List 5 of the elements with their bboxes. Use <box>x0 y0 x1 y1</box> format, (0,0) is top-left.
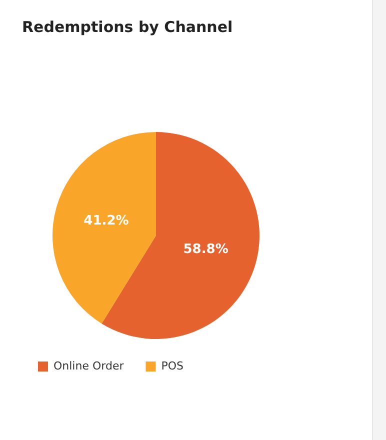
legend-label: Online Order <box>54 359 124 372</box>
data-label: 58.8% <box>183 242 228 257</box>
data-label: 41.2% <box>84 214 129 229</box>
legend-label: POS <box>161 359 184 372</box>
chart-title: Redemptions by Channel <box>22 18 233 36</box>
